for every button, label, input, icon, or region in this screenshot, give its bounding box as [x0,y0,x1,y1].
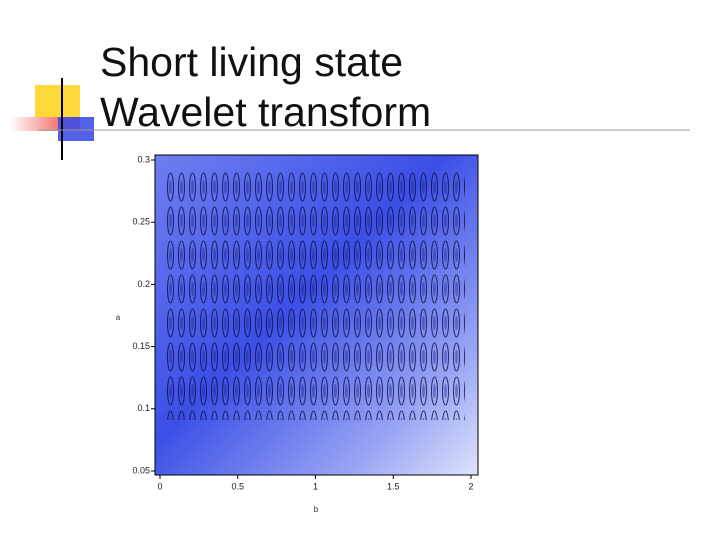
y-tick-label: 0.2 [137,279,150,289]
y-axis-label: a [116,313,121,322]
title-line: Short living state [100,39,403,85]
x-axis-label: b [314,505,319,514]
plot-frame [154,154,479,476]
x-tick-label: 0.5 [231,481,244,491]
x-tick-label: 1.5 [387,481,400,491]
logo-square [35,85,80,120]
title-line: Wavelet transform [100,89,431,135]
y-tick-label: 0.3 [137,154,150,164]
contour-lines [165,170,465,420]
y-tick-label: 0.15 [132,341,150,351]
y-tick-label: 0.25 [132,217,150,227]
y-tick-label: 0.1 [137,403,150,413]
logo-square [58,117,94,141]
y-tick-label: 0.05 [132,465,150,475]
x-tick-label: 0 [157,481,162,491]
x-tick-label: 2 [468,481,473,491]
x-tick-label: 1 [313,481,318,491]
